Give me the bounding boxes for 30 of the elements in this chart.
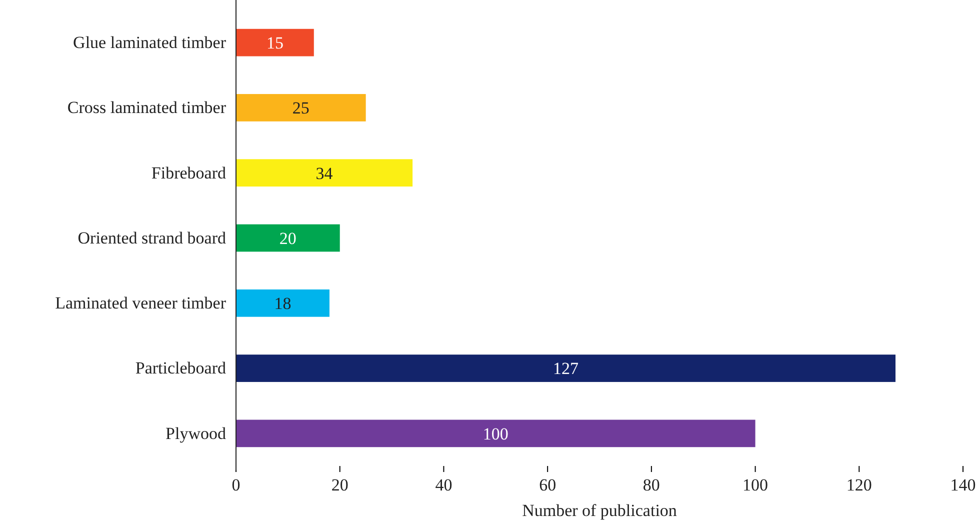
x-tick-label: 120 <box>846 475 872 494</box>
data-label: 34 <box>316 164 334 183</box>
x-tick-label: 60 <box>539 475 556 494</box>
y-tick-label: Particleboard <box>135 358 226 378</box>
bar <box>236 94 366 122</box>
bar <box>236 354 896 382</box>
data-label: 25 <box>292 98 310 118</box>
y-tick-label: Laminated veneer timber <box>55 294 226 313</box>
data-label: 100 <box>482 424 508 444</box>
x-tick-label: 20 <box>331 475 348 494</box>
y-tick-label: Plywood <box>166 424 226 443</box>
bar <box>236 159 413 187</box>
y-tick-label: Cross laminated timber <box>67 98 226 118</box>
y-tick-label: Oriented strand board <box>78 228 226 248</box>
data-label: 18 <box>274 294 292 314</box>
data-label: 127 <box>552 359 579 378</box>
data-label: 15 <box>266 34 284 53</box>
x-tick-label: 140 <box>950 475 976 494</box>
x-tick-label: 0 <box>232 475 240 494</box>
x-tick-label: 80 <box>642 475 660 494</box>
bar <box>236 28 314 56</box>
bar <box>236 289 330 317</box>
data-label: 20 <box>279 228 296 248</box>
x-tick-label: 40 <box>435 475 452 494</box>
bar <box>236 224 340 252</box>
x-axis-title: Number of publication <box>522 501 678 520</box>
x-tick-label: 100 <box>742 475 768 494</box>
bar <box>236 420 756 448</box>
y-tick-label: Fibreboard <box>151 163 226 182</box>
y-tick-label: Glue laminated timber <box>73 33 226 52</box>
